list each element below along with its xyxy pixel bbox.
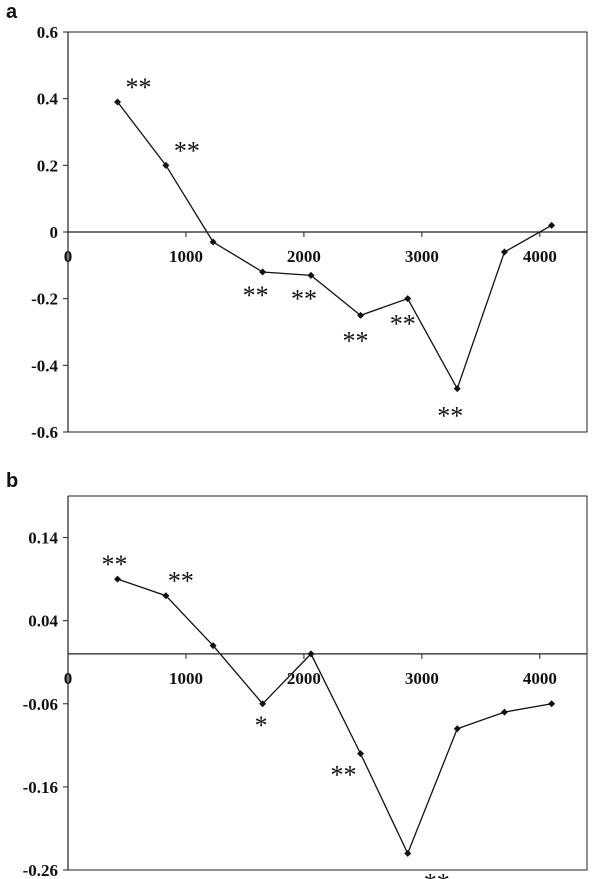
y-tick-label: -0.2 (31, 290, 58, 309)
x-tick-label: 4000 (523, 669, 557, 688)
series-line (117, 101, 552, 391)
data-point (453, 385, 461, 393)
significance-label: ** (174, 136, 200, 165)
y-tick-label: 0.2 (37, 156, 58, 175)
significance-label: ** (243, 281, 269, 310)
data-point (162, 592, 170, 600)
y-tick-label: -0.26 (23, 861, 58, 879)
data-point (404, 849, 412, 857)
x-tick-label: 0 (64, 669, 73, 688)
x-tick-label: 0 (64, 247, 73, 266)
data-point (209, 238, 217, 246)
y-tick-label: 0.14 (28, 529, 58, 548)
panel-label-b: b (6, 470, 18, 492)
significance-label: ** (168, 567, 194, 596)
y-tick-label: 0 (50, 223, 59, 242)
x-tick-label: 2000 (287, 669, 321, 688)
y-tick-label: -0.06 (23, 695, 58, 714)
panel-label-a: a (6, 1, 18, 23)
data-point (114, 98, 122, 106)
x-tick-label: 3000 (405, 669, 439, 688)
data-point (357, 750, 365, 758)
data-point (357, 311, 365, 319)
plot-frame (68, 495, 588, 871)
significance-label: ** (102, 550, 128, 579)
x-tick-label: 2000 (287, 247, 321, 266)
data-point (307, 271, 315, 279)
significance-label: ** (343, 326, 369, 355)
y-tick-label: 0.6 (37, 23, 58, 42)
y-tick-label: -0.4 (31, 356, 58, 375)
data-point (500, 248, 508, 256)
data-point (307, 650, 315, 658)
data-point (548, 700, 556, 708)
y-tick-label: 0.04 (28, 612, 58, 631)
y-tick-label: -0.16 (23, 778, 58, 797)
x-tick-label: 4000 (523, 247, 557, 266)
significance-label: ** (291, 284, 317, 313)
data-point (404, 295, 412, 303)
data-point (162, 161, 170, 169)
data-point (548, 221, 556, 229)
data-point (114, 575, 122, 583)
significance-label: ** (126, 73, 152, 102)
x-tick-label: 1000 (169, 669, 203, 688)
y-tick-label: 0.4 (37, 90, 59, 109)
data-point (500, 708, 508, 716)
series-line (117, 578, 552, 856)
data-point (453, 725, 461, 733)
significance-label: ** (437, 402, 463, 431)
data-point (259, 700, 267, 708)
data-point (209, 642, 217, 650)
x-tick-label: 1000 (169, 247, 203, 266)
chart-panel-b: b 0.14 0.04 -0.06 -0.16 -0.26 0 1000 2000 3000 400… (6, 470, 588, 879)
significance-label: ** (331, 761, 357, 790)
data-point (259, 268, 267, 276)
chart-panel-a: a 0.6 0.4 0.2 0 -0.2 -0.4 -0.6 0 1000 2000 3000 4000… (6, 1, 588, 442)
x-tick-label: 3000 (405, 247, 439, 266)
y-tick-label: -0.6 (31, 423, 58, 442)
significance-label: ** (424, 868, 450, 879)
significance-label: ** (390, 310, 416, 339)
significance-label: * (255, 711, 268, 740)
